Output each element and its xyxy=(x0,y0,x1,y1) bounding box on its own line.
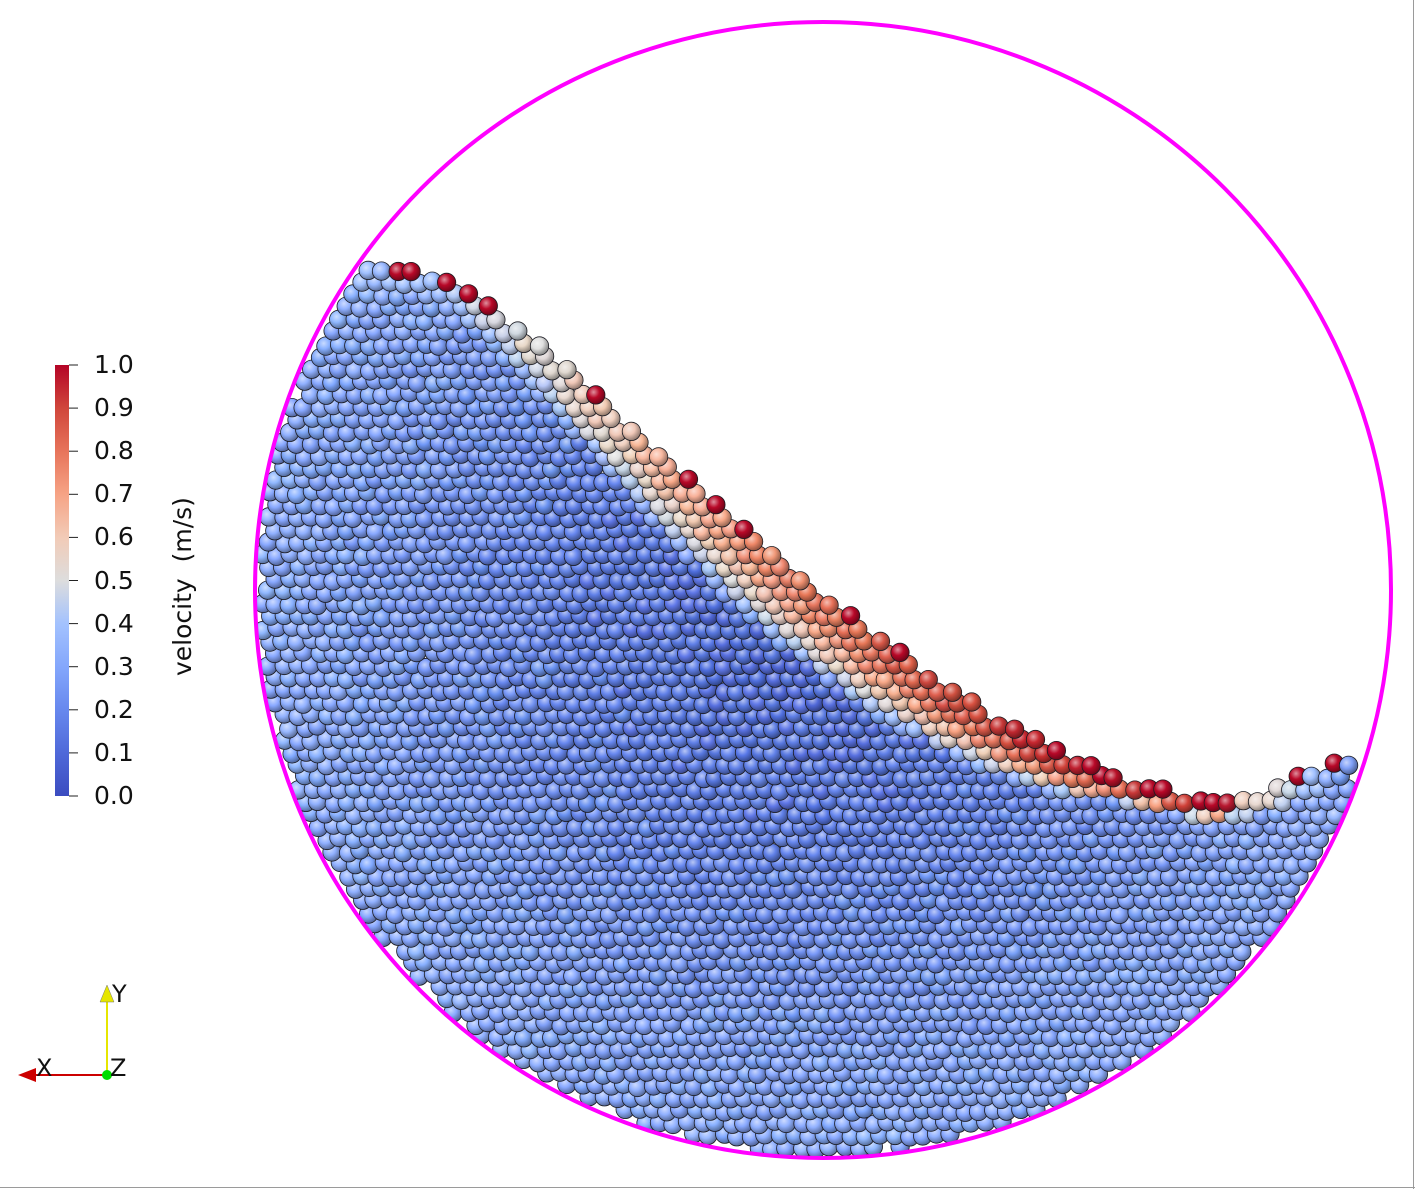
colorbar-tick-label: 0.1 xyxy=(94,737,134,767)
particle xyxy=(478,296,498,316)
particle xyxy=(529,336,550,356)
particle xyxy=(648,447,669,467)
particle xyxy=(762,546,782,566)
particle xyxy=(706,495,726,515)
particle xyxy=(790,571,810,591)
particle xyxy=(401,261,421,282)
colorbar-tick-label: 0.6 xyxy=(94,522,134,552)
x-arrow-icon xyxy=(18,1068,36,1082)
particle xyxy=(1217,793,1237,813)
particle xyxy=(1025,729,1046,750)
particle xyxy=(840,606,861,626)
y-axis-label: Y xyxy=(112,980,127,1008)
particle-bed xyxy=(256,260,1359,1157)
colorbar xyxy=(55,364,78,797)
colorbar-tick-label: 1.0 xyxy=(94,350,134,379)
particle xyxy=(918,669,938,690)
colorbar-tick-label: 0.0 xyxy=(94,781,134,810)
colorbar-tick-label: 0.7 xyxy=(94,479,134,509)
particle xyxy=(371,261,392,281)
colorbar-tick-label: 0.3 xyxy=(94,651,134,681)
colorbar-title: velocity (m/s) xyxy=(168,497,197,676)
particle xyxy=(458,284,479,304)
particle xyxy=(1046,740,1067,761)
particle xyxy=(942,682,963,702)
particle xyxy=(1339,755,1359,775)
particle xyxy=(962,692,982,712)
particle xyxy=(1103,768,1123,788)
particle xyxy=(989,716,1009,736)
particle xyxy=(508,321,528,341)
particle xyxy=(1004,719,1025,739)
particle xyxy=(1174,793,1195,813)
particle xyxy=(1081,756,1101,776)
particle xyxy=(621,421,642,441)
particle xyxy=(870,631,891,652)
z-axis-label: Z xyxy=(110,1054,127,1082)
colorbar-tick-label: 0.2 xyxy=(94,694,134,724)
colorbar-tick-label: 0.9 xyxy=(94,393,134,423)
x-axis-label: X xyxy=(36,1054,53,1082)
viewport-border-bottom xyxy=(0,1187,1415,1188)
colorbar-tick-label: 0.4 xyxy=(94,608,134,638)
particle xyxy=(436,272,457,292)
colorbar-tick-label: 0.8 xyxy=(94,436,134,466)
orientation-axes xyxy=(18,984,115,1082)
particle xyxy=(734,519,754,540)
particle xyxy=(557,360,577,380)
viewport-border-right xyxy=(1413,0,1414,1189)
particle xyxy=(586,385,606,405)
particle xyxy=(678,469,699,489)
particle xyxy=(1301,766,1322,786)
particle xyxy=(819,595,839,615)
particle xyxy=(1153,779,1173,799)
particle xyxy=(890,642,910,663)
colorbar-tick-label: 0.5 xyxy=(94,565,134,595)
